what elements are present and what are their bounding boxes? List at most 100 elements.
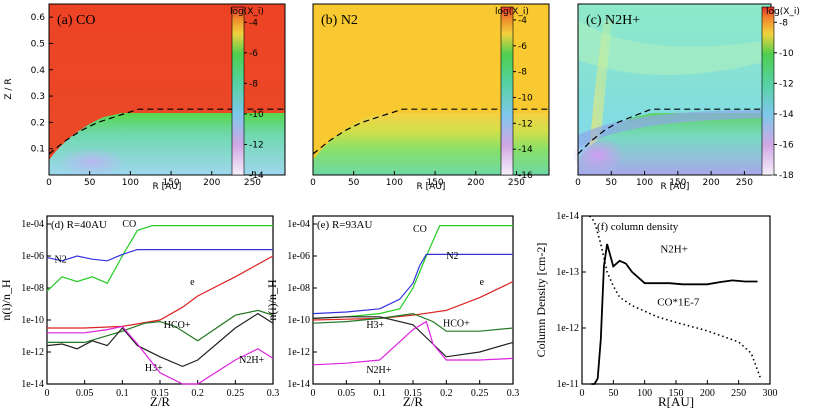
colorbar-tick-label: -14 [779,110,794,120]
panel-c-xlabel: R [AU] [661,182,690,192]
panel-c-colorbar-label: log(X_i) [766,7,800,17]
x-tick-label: 0.2 [440,388,453,399]
panel-f-column-density: (f) column density 0 50 100 150 200 250 300 1e-… [534,211,778,409]
panel-a-colorbar-ticks: -4 -6 -8 -10 -12 -14 [244,18,264,181]
x-tick-label: 150 [669,178,686,188]
x-tick-label: 50 [606,178,618,188]
colorbar-tick-label: -4 [518,16,527,26]
panel-b-colorbar-label: log(X_i) [495,7,529,17]
x-tick-label: 250 [508,178,525,188]
colorbar-tick-label: -8 [779,18,788,28]
y-tick-label: 1e-08 [287,283,310,294]
y-tick-label: 1e-10 [287,315,310,326]
boundary-line [48,108,285,155]
x-tick-label: 250 [731,388,746,399]
colorbar-tick-label: -6 [518,42,527,52]
y-tick-label: 1e-08 [21,283,44,294]
panel-a-colorbar-label: log(X_i) [230,7,264,17]
panel-c-title: (c) N2H+ [586,13,640,28]
x-tick-label: 0.15 [404,388,422,399]
panel-d-abundance-40au: (d) R=40AU 0 0.05 0.1 0.15 0.2 0.25 0.3 1e-04 1e… [0,215,279,409]
y-tick-label: 1e-06 [21,251,44,262]
series-label: H3+ [145,363,163,374]
colorbar-tick-label: -12 [249,140,264,150]
y-tick-label: 1e-14 [287,379,310,390]
series-label: CO [413,224,427,235]
colorbar-tick-label: -16 [518,171,533,181]
y-tick-label: 1e-12 [21,347,44,358]
series-label: HCO+ [164,320,191,331]
x-tick-label: 200 [203,178,220,188]
panel-f-ylabel: Column Density [cm-2] [534,243,548,358]
colorbar-tick-label: -14 [249,171,264,181]
series-label: HCO+ [443,318,470,329]
y-tick-label: 1e-04 [21,219,44,230]
series-line [312,281,514,321]
y-tick-label: 1e-12 [287,347,310,358]
panel-a-axes: 0 50 100 150 200 250 0.1 0.2 0.3 0.4 0.5 0.6 [31,13,262,188]
series-label: H3+ [366,320,384,331]
y-tick-label: 1e-10 [21,315,44,326]
series-label: N2H+ [239,355,264,366]
panel-f-title: (f) column density [597,221,679,233]
series-label: CO [122,219,136,230]
x-tick-label: 250 [736,178,753,188]
series-label: N2H+ [366,365,391,376]
x-tick-label: 0 [46,178,52,188]
x-tick-label: 100 [122,178,139,188]
series-line [47,255,274,329]
panel-c-n2h-map: (c) N2H+ 0 50 100 150 200 250 R [AU] log(X_i)… [572,3,800,192]
colorbar-tick-label: -18 [779,171,794,181]
x-tick-label: 100 [637,388,652,399]
y-tick-label: 1e-11 [557,379,579,390]
x-tick-label: 300 [763,388,778,399]
series-line [591,243,758,385]
colorbar-tick-label: -12 [518,119,533,129]
panel-a-boundary-curve [48,108,285,155]
panel-e-ylabel: n(i)/n_H [265,279,279,321]
x-tick-label: 150 [426,178,443,188]
panel-a-colorbar [231,6,245,176]
panel-e-abundance-93au: (e) R=93AU 0 0.05 0.1 0.15 0.2 0.25 0.3 1e-04 1e… [265,215,520,409]
panel-b-colorbar-ticks: -4 -6 -8 -10 -12 -14 -16 [513,16,533,181]
y-tick-label: 0.5 [31,39,45,49]
panel-c-colorbar-ticks: -8 -10 -12 -14 -16 -18 [774,18,794,181]
y-tick-label: 1e-14 [21,379,44,390]
series-line [46,249,273,262]
series-line [47,309,274,343]
x-tick-label: 0 [310,178,316,188]
series-line [312,320,514,366]
series-line [312,253,513,315]
panel-d-title: (d) R=40AU [51,219,107,231]
x-tick-label: 0.2 [191,388,204,399]
y-tick-label: 1e-13 [556,267,579,278]
x-tick-label: 50 [348,178,360,188]
panel-e-xlabel: Z/R [403,394,424,409]
panel-c-colorbar [761,6,775,176]
series-label: e [190,277,195,288]
x-tick-label: 0.05 [76,388,94,399]
x-tick-label: 0.25 [227,388,245,399]
colorbar-tick-label: -12 [779,79,794,89]
series-line [47,325,274,385]
x-tick-label: 0.3 [507,388,520,399]
panel-d-ylabel: n(i)/n_H [0,279,13,321]
x-tick-label: 0.15 [151,388,169,399]
series-line [312,312,514,332]
panel-a-xlabel: R [AU] [153,182,182,192]
series-line [312,225,513,319]
panel-a-ylabel: Z / R [4,78,14,99]
colorbar-tick-label: -10 [249,110,264,120]
x-tick-label: 200 [703,178,720,188]
series-label: N2 [446,251,458,262]
y-tick-label: 1e-12 [556,323,579,334]
y-tick-label: 1e-14 [556,211,579,222]
y-tick-label: 0.4 [31,66,46,76]
x-tick-label: 0 [311,388,316,399]
series-label: N2 [55,254,67,265]
x-tick-label: 150 [162,178,179,188]
y-tick-label: 0.6 [31,13,46,23]
panel-b-colorbar [500,6,514,176]
x-tick-label: 250 [244,178,261,188]
